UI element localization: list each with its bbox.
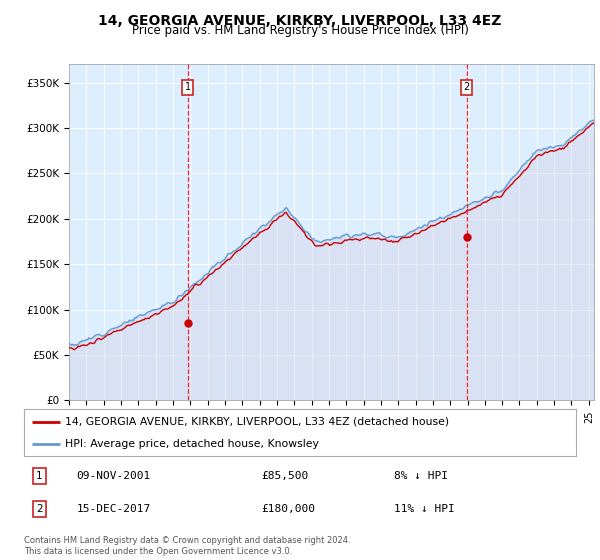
Text: 11% ↓ HPI: 11% ↓ HPI bbox=[394, 505, 455, 515]
Text: 1: 1 bbox=[185, 82, 191, 92]
Text: Price paid vs. HM Land Registry's House Price Index (HPI): Price paid vs. HM Land Registry's House … bbox=[131, 24, 469, 36]
Text: HPI: Average price, detached house, Knowsley: HPI: Average price, detached house, Know… bbox=[65, 438, 319, 449]
Text: £180,000: £180,000 bbox=[262, 505, 316, 515]
Text: 14, GEORGIA AVENUE, KIRKBY, LIVERPOOL, L33 4EZ: 14, GEORGIA AVENUE, KIRKBY, LIVERPOOL, L… bbox=[98, 14, 502, 28]
Text: 09-NOV-2001: 09-NOV-2001 bbox=[76, 472, 151, 482]
Text: 15-DEC-2017: 15-DEC-2017 bbox=[76, 505, 151, 515]
Text: 2: 2 bbox=[464, 82, 470, 92]
Text: £85,500: £85,500 bbox=[262, 472, 308, 482]
Text: Contains HM Land Registry data © Crown copyright and database right 2024.
This d: Contains HM Land Registry data © Crown c… bbox=[24, 536, 350, 556]
Text: 8% ↓ HPI: 8% ↓ HPI bbox=[394, 472, 448, 482]
Text: 2: 2 bbox=[36, 505, 43, 515]
Text: 1: 1 bbox=[36, 472, 43, 482]
Text: 14, GEORGIA AVENUE, KIRKBY, LIVERPOOL, L33 4EZ (detached house): 14, GEORGIA AVENUE, KIRKBY, LIVERPOOL, L… bbox=[65, 417, 449, 427]
